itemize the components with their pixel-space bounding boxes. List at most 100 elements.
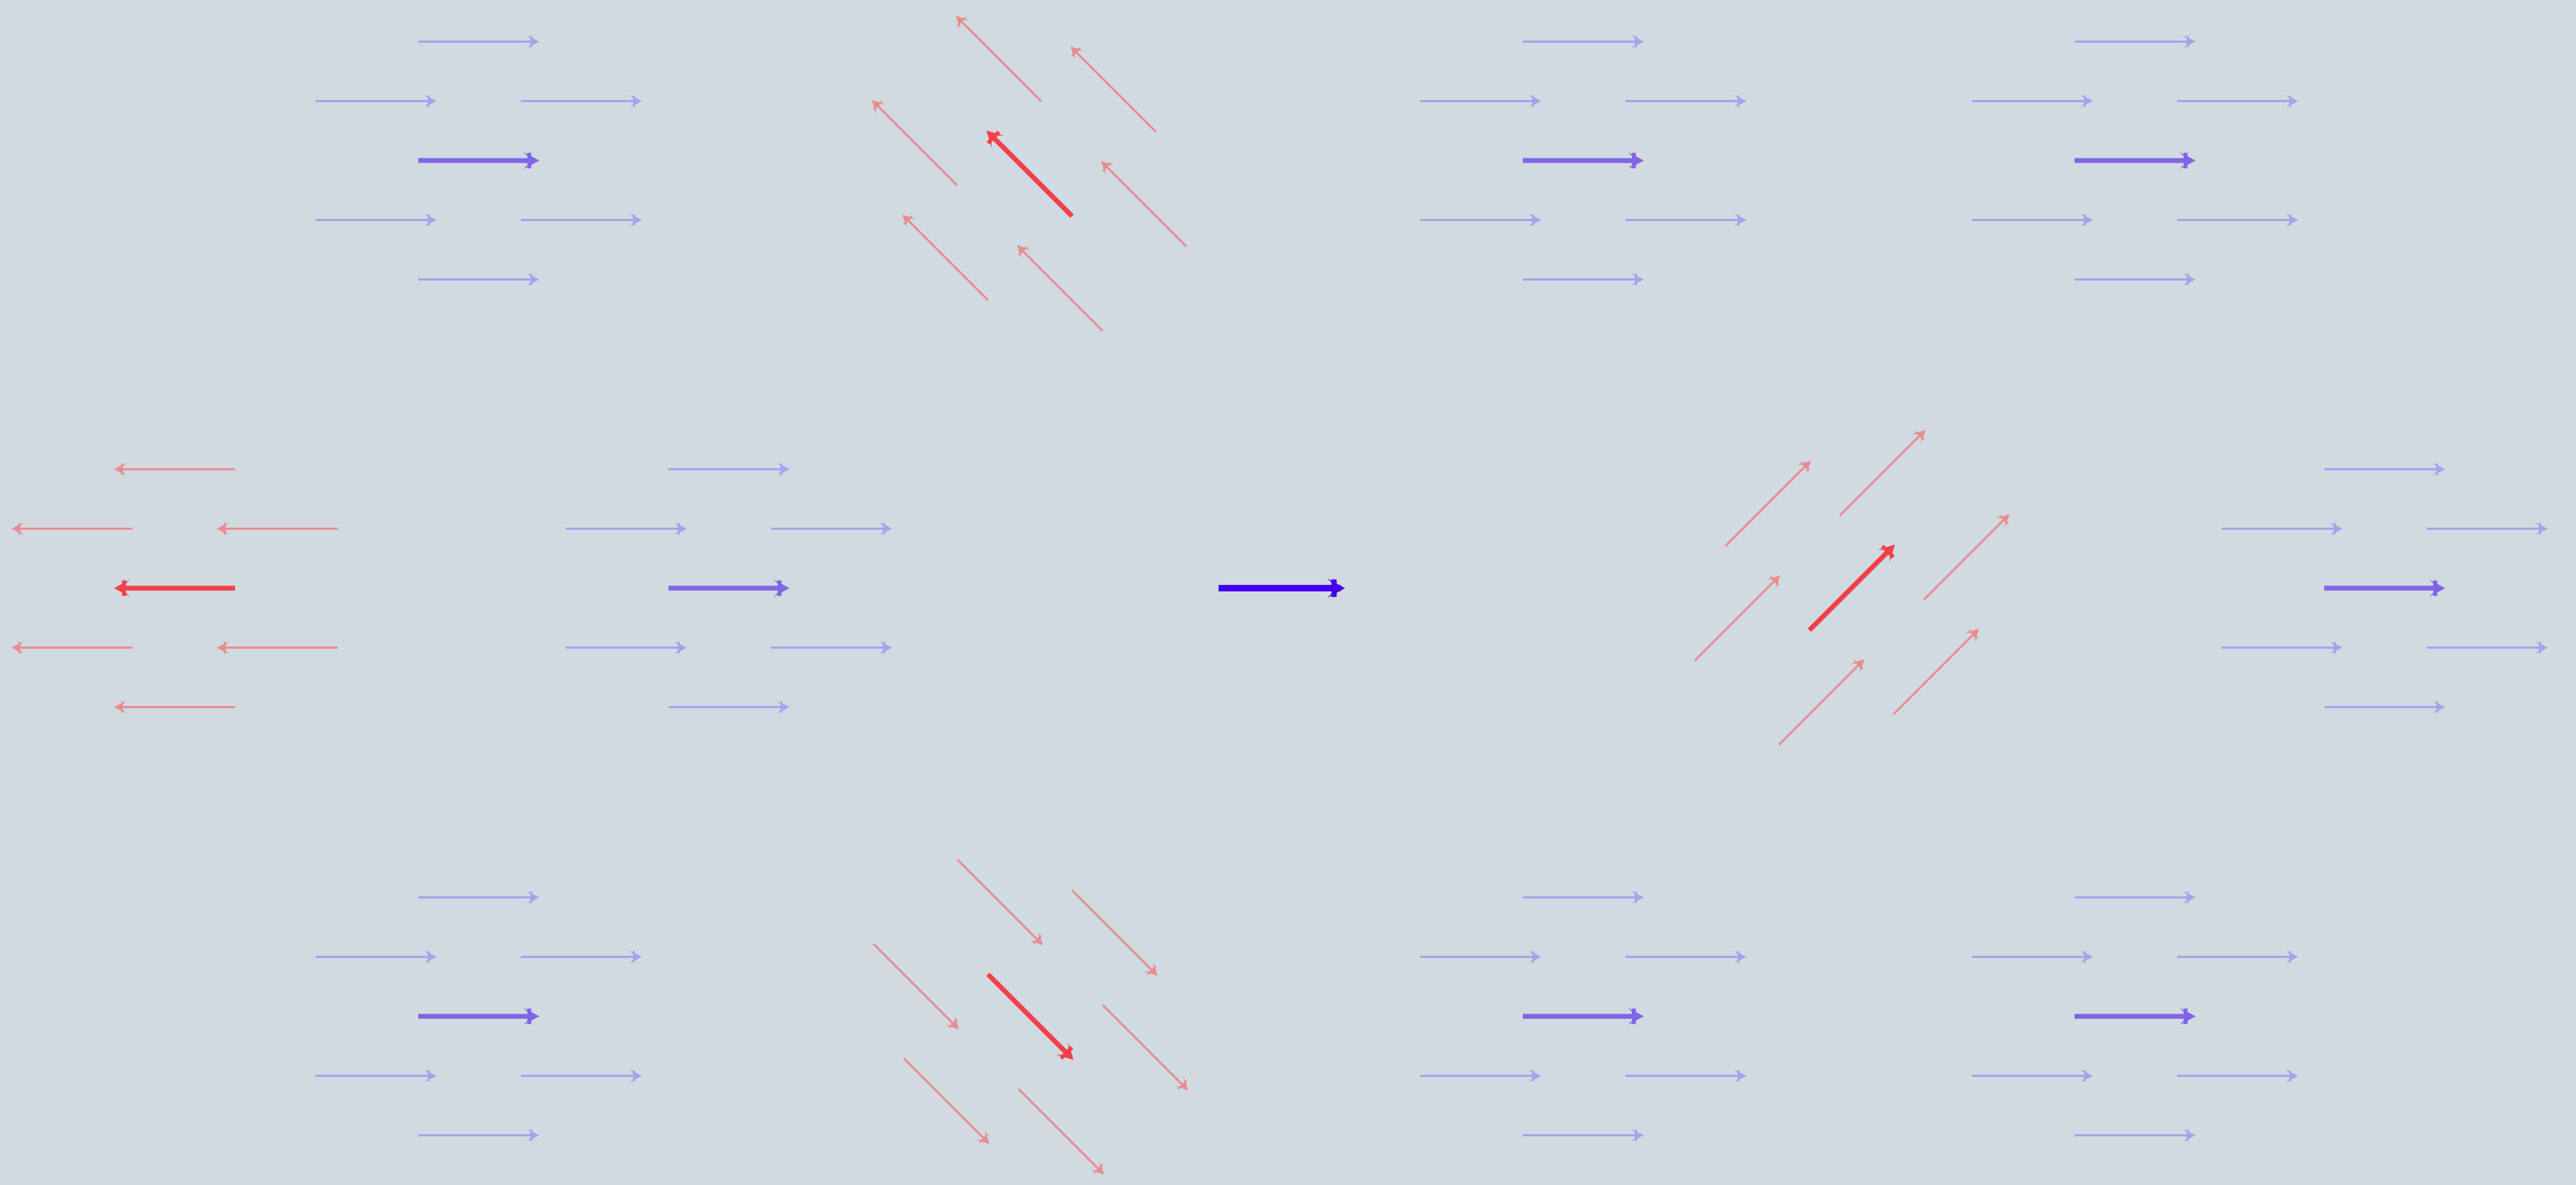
cluster-middle-far-right-neighbor-arrow-3-head [2535, 522, 2548, 535]
cluster-bottom-left-main-arrow-head [523, 1008, 539, 1025]
cluster-bottom-second-neighbor-arrow-5-shaft [1018, 1088, 1102, 1173]
cluster-middle-left-neighbor-arrow-6 [668, 701, 789, 714]
cluster-bottom-second-main-arrow-shaft [986, 973, 1073, 1059]
cluster-middle-right [1694, 430, 2010, 746]
cluster-top-second-main-arrow-tick [986, 130, 1001, 145]
cluster-bottom-second-neighbor-arrow-6-head [976, 1130, 990, 1144]
center-arrow [1219, 578, 1345, 598]
cluster-bottom-third [1420, 891, 1747, 1142]
cluster-top-second-neighbor-arrow-5-tick [956, 16, 967, 26]
cluster-bottom-right [1972, 891, 2298, 1142]
cluster-bottom-second-neighbor-arrow-4-shaft [872, 943, 957, 1027]
cluster-top-third-neighbor-arrow-2-head [1528, 95, 1541, 108]
cluster-bottom-second-neighbor-arrow-2-head [1029, 931, 1043, 946]
cluster-top-second-neighbor-arrow-3-shaft [874, 102, 959, 187]
cluster-bottom-second-neighbor-arrow-1-tick [1147, 965, 1157, 975]
cluster-middle-far-left-neighbor-arrow-6-head [114, 463, 127, 476]
cluster-top-second-neighbor-arrow-3-head [872, 99, 886, 114]
cluster-middle-far-right-neighbor-arrow-4 [2222, 641, 2343, 654]
cluster-bottom-left-neighbor-arrow-4 [316, 1069, 437, 1082]
cluster-top-third-neighbor-arrow-6-head [1631, 273, 1644, 286]
cluster-bottom-second-main-arrow [986, 973, 1074, 1060]
cluster-top-second-neighbor-arrow-1-shaft [905, 217, 989, 301]
cluster-top-second-main-arrow-shaft [987, 131, 1074, 218]
cluster-middle-far-right-neighbor-arrow-2-head [2330, 522, 2343, 535]
cluster-top-second-neighbor-arrow-6-tick [1071, 47, 1081, 57]
cluster-bottom-right-neighbor-arrow-4 [1972, 1069, 2093, 1082]
cluster-top-third-neighbor-arrow-1-head [1631, 35, 1644, 48]
cluster-middle-right-neighbor-arrow-4-tick [1854, 660, 1864, 670]
cluster-middle-right-neighbor-arrow-1 [1724, 460, 1811, 547]
arrow-clusters [11, 16, 2548, 1175]
cluster-middle-right-neighbor-arrow-5 [1923, 514, 2010, 601]
cluster-top-right-neighbor-arrow-4-head [2080, 214, 2093, 227]
cluster-middle-right-neighbor-arrow-3-shaft [1839, 432, 1923, 517]
cluster-top-right-main-arrow-head [2179, 152, 2196, 169]
cluster-bottom-second-main-arrow-tick [1059, 1046, 1074, 1060]
cluster-top-second-neighbor-arrow-4 [1101, 161, 1188, 248]
cluster-top-right-neighbor-arrow-3 [2177, 95, 2298, 108]
cluster-bottom-left-neighbor-arrow-3-head [629, 950, 642, 963]
cluster-middle-right-main-arrow-tick [1881, 544, 1895, 559]
cluster-top-left-neighbor-arrow-3-head [629, 95, 642, 108]
cluster-top-right-neighbor-arrow-5 [2177, 214, 2298, 227]
cluster-middle-far-right-neighbor-arrow-1-head [2432, 463, 2445, 476]
cluster-top-right-neighbor-arrow-2-head [2080, 95, 2093, 108]
cluster-top-third-neighbor-arrow-2 [1420, 95, 1541, 108]
cluster-bottom-second-neighbor-arrow-4-head [945, 1016, 959, 1030]
cluster-top-right-neighbor-arrow-2 [1972, 95, 2093, 108]
cluster-top-third-neighbor-arrow-3 [1625, 95, 1747, 108]
cluster-top-second-neighbor-arrow-4-head [1101, 161, 1115, 175]
cluster-bottom-left-neighbor-arrow-1 [418, 891, 539, 904]
cluster-middle-far-left-neighbor-arrow-4-head [217, 522, 230, 535]
cluster-top-left-main-arrow [418, 152, 539, 169]
cluster-middle-far-right [2222, 463, 2548, 714]
cluster-middle-far-left [11, 463, 338, 714]
cluster-bottom-second [872, 858, 1188, 1175]
cluster-bottom-right-neighbor-arrow-4-head [2080, 1069, 2093, 1082]
cluster-middle-left-neighbor-arrow-3-head [879, 522, 892, 535]
cluster-top-left-neighbor-arrow-5-head [629, 214, 642, 227]
cluster-middle-right-neighbor-arrow-6-tick [1968, 629, 1978, 640]
cluster-bottom-right-neighbor-arrow-1 [2075, 891, 2196, 904]
cluster-middle-far-left-main-arrow [114, 580, 235, 597]
cluster-bottom-second-neighbor-arrow-3-shaft [1101, 1004, 1186, 1088]
cluster-top-second-neighbor-arrow-5-shaft [958, 18, 1042, 103]
cluster-top-left [316, 35, 642, 286]
cluster-top-second-neighbor-arrow-1-head [902, 214, 916, 228]
cluster-bottom-second-neighbor-arrow-6 [903, 1057, 990, 1144]
cluster-top-second-main-arrow-head [986, 130, 1004, 148]
cluster-top-second-neighbor-arrow-2-head [1016, 245, 1031, 259]
cluster-middle-far-right-neighbor-arrow-3 [2427, 522, 2548, 535]
cluster-top-third [1420, 35, 1747, 286]
cluster-bottom-second-neighbor-arrow-2-tick [1032, 935, 1042, 944]
cluster-middle-right-neighbor-arrow-6 [1892, 628, 1979, 715]
cluster-bottom-second-neighbor-arrow-2 [956, 858, 1043, 946]
cluster-top-right-neighbor-arrow-3-head [2285, 95, 2298, 108]
cluster-middle-far-right-main-arrow-head [2429, 580, 2445, 597]
cluster-middle-far-left-neighbor-arrow-1-head [114, 701, 127, 714]
center-arrow-group [1219, 578, 1345, 598]
cluster-top-second-neighbor-arrow-4-shaft [1103, 163, 1188, 248]
cluster-bottom-right-neighbor-arrow-5-head [2285, 1069, 2298, 1082]
cluster-middle-left-neighbor-arrow-4 [566, 641, 687, 654]
cluster-middle-right-neighbor-arrow-2-tick [1770, 576, 1779, 586]
cluster-top-second-neighbor-arrow-6 [1070, 46, 1157, 133]
cluster-middle-right-main-arrow-head [1877, 544, 1895, 562]
cluster-top-left-neighbor-arrow-4-head [424, 214, 437, 227]
cluster-bottom-left-neighbor-arrow-6-head [526, 1129, 539, 1142]
cluster-top-left-neighbor-arrow-4 [316, 214, 437, 227]
cluster-middle-left-main-arrow-head [773, 580, 789, 597]
cluster-middle-right-neighbor-arrow-6-head [1965, 628, 1979, 642]
cluster-bottom-third-neighbor-arrow-1 [1523, 891, 1644, 904]
cluster-bottom-right-main-arrow-head [2179, 1008, 2196, 1025]
cluster-middle-right-neighbor-arrow-4 [1778, 659, 1865, 746]
cluster-bottom-second-neighbor-arrow-4-tick [948, 1018, 958, 1029]
cluster-bottom-right-neighbor-arrow-1-head [2183, 891, 2196, 904]
cluster-top-right-main-arrow [2075, 152, 2196, 169]
cluster-middle-right-neighbor-arrow-3-head [1912, 430, 1926, 444]
cluster-bottom-right-neighbor-arrow-2-head [2080, 950, 2093, 963]
cluster-top-second-neighbor-arrow-6-shaft [1073, 49, 1157, 133]
cluster-top-right-neighbor-arrow-6-head [2183, 273, 2196, 286]
cluster-top-right-neighbor-arrow-1 [2075, 35, 2196, 48]
